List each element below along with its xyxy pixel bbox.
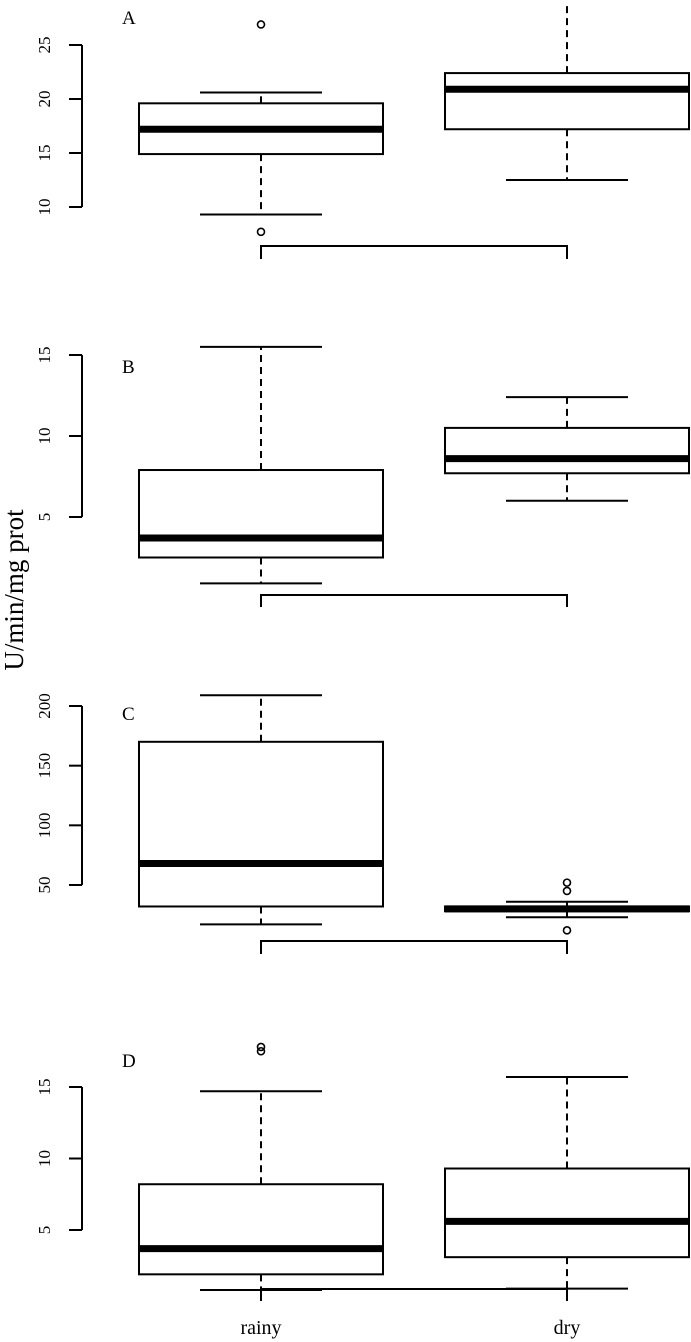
y-tick-label-a-10: 10: [35, 199, 54, 216]
outlier-c-dry-1: [562, 886, 572, 896]
box-d-rainy: [138, 1183, 384, 1276]
outlier-c-dry-2: [562, 926, 572, 935]
y-tick-label-d-5: 5: [35, 1226, 54, 1235]
y-tick-label-c-100: 100: [35, 813, 54, 839]
panel-label-d: D: [122, 1051, 136, 1072]
bracket-d: [260, 1288, 568, 1301]
y-tick-label-c-200: 200: [35, 693, 54, 719]
panel-b: B 5 10 15: [35, 345, 690, 607]
panel-label-b: B: [122, 357, 135, 378]
box-a-dry: [444, 72, 690, 131]
bracket-a: [260, 245, 568, 259]
outlier-d-rainy-0: [256, 1042, 266, 1052]
bracket-b: [260, 594, 568, 607]
box-b-dry: [444, 426, 690, 475]
y-tick-label-d-10: 10: [35, 1150, 54, 1167]
panel-c: C 50 100 150 200: [35, 693, 690, 954]
panel-label-c: C: [122, 704, 135, 725]
panel-d: D 5 10 15: [35, 1042, 690, 1301]
y-tick-label-b-5: 5: [35, 513, 54, 522]
y-tick-label-a-25: 25: [35, 37, 54, 54]
panel-label-a: A: [122, 8, 136, 29]
y-tick-label-c-150: 150: [35, 753, 54, 779]
outlier-a-rainy-0: [256, 20, 266, 29]
box-c-rainy: [138, 740, 384, 908]
bracket-c: [260, 940, 568, 954]
outlier-d-rainy-1: [256, 1046, 266, 1056]
category-label-rainy: rainy: [240, 1317, 281, 1339]
y-tick-label-a-20: 20: [35, 91, 54, 108]
box-b-rainy: [138, 469, 384, 559]
panels: A 10 15 20 25 B 5 10 15 C 50 100 150 200 D 5 10 15: [35, 1, 690, 1301]
box-d-dry: [444, 1167, 690, 1259]
y-tick-label-a-15: 15: [35, 145, 54, 162]
y-tick-label-b-15: 15: [35, 347, 54, 364]
y-axis-label: U/min/mg prot: [0, 509, 29, 671]
y-tick-label-c-50: 50: [35, 877, 54, 894]
y-tick-label-b-10: 10: [35, 428, 54, 445]
panel-a: A 10 15 20 25: [35, 1, 690, 259]
outlier-a-rainy-1: [256, 227, 266, 237]
outlier-c-dry-0: [562, 878, 572, 887]
y-tick-label-d-15: 15: [35, 1079, 54, 1096]
category-label-dry: dry: [554, 1317, 581, 1339]
